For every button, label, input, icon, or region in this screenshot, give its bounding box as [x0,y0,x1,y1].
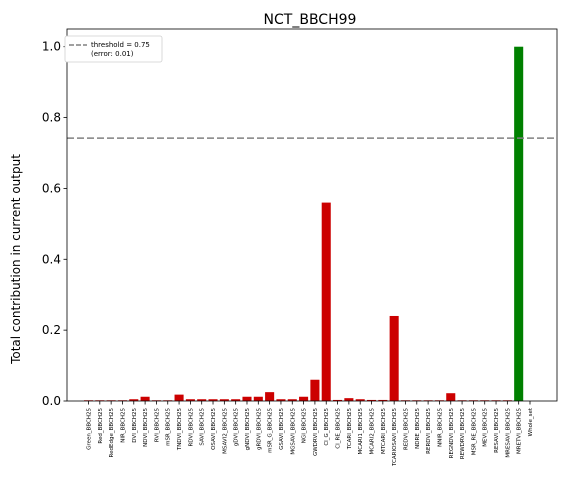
x-tick-label: GWDRVI_BBCH25 [313,408,319,457]
x-tick-label: MRESAVI_BBCH25 [505,408,511,458]
bar [514,46,524,402]
y-axis: 0.0 0.2 0.4 0.6 0.8 1.0 [42,40,67,408]
x-tick-label: REGNDVI_BBCH25 [449,408,455,459]
x-tick-label: OSAVI_BBCH25 [211,408,217,450]
bar [174,394,184,401]
x-tick-label: TCARIOSAVI_BBCH25 [392,408,398,467]
x-tick-label: NDRE_BBCH25 [415,408,421,449]
x-tick-label: mSR_G_BBCH25 [268,408,274,453]
bar [366,399,377,401]
bar [378,399,388,401]
x-tick-label: MGSAVI_BBCH25 [290,408,296,455]
x-tick-label: MSR_RE_BBCH25 [471,408,477,456]
x-tick-label: NIR_BBCH25 [120,408,126,443]
bar [310,379,320,401]
x-tick-label: RERDVI_BBCH25 [426,408,432,454]
x-tick-label: MCARI1_BBCH25 [358,408,364,455]
bar [242,396,252,401]
x-axis: Green_BBCH25 Red_BBCH25 RedEdge_BBCH25 NIR_… [87,401,534,467]
x-tick-label: NNIR_BBCH25 [437,408,443,447]
x-tick-label: NDVI_BBCH25 [143,408,149,447]
bar [287,399,297,401]
x-tick-label: RESAVI_BBCH25 [494,407,500,452]
legend: threshold = 0.75 (error: 0.01) [64,35,163,63]
x-tick-label: RedEdge_BBCH25 [109,408,115,458]
x-tick-label: Whole_set [528,407,534,436]
x-tick-label: MSAVI2_BBCH25 [222,408,228,454]
x-tick-label: CI_G_BBCH25 [324,408,330,446]
bar [355,399,365,401]
y-tick-label: 1.0 [42,40,61,54]
bar [219,399,229,401]
x-tick-label: mSR_BBCH25 [166,408,172,446]
bar [276,399,286,401]
x-tick-label: RVI_BBCH25 [154,408,160,443]
y-tick-label: 0.0 [42,394,61,408]
legend-threshold-label: threshold = 0.75 [91,41,150,49]
y-tick-label: 0.4 [42,252,61,266]
y-tick-label: 0.2 [42,323,61,337]
bar [299,396,309,401]
legend-box [64,35,163,63]
bar [446,393,456,401]
y-tick-label: 0.6 [42,181,61,195]
bar [321,202,331,401]
y-tick-label: 0.8 [42,111,61,125]
x-tick-label: MTCARI_BBCH25 [381,408,387,455]
x-tick-label: gRDVI_BBCH25 [256,408,262,451]
x-tick-label: TNDVI_BBCH25 [177,408,183,452]
x-tick-label: gDVI_BBCH25 [234,408,240,447]
x-tick-label: SAVI_BBCH25 [200,408,206,446]
x-tick-label: MRETVI_BBCH25 [517,408,523,454]
x-tick-label: NGI_BBCH25 [302,408,308,444]
x-tick-label: REWDRVI_BBCH25 [460,408,466,460]
x-tick-label: Red_BBCH25 [98,408,104,444]
bars-layer [83,46,524,402]
x-tick-label: RDVI_BBCH25 [188,408,194,447]
x-tick-label: Green_BBCH25 [87,408,93,450]
x-tick-label: gNDVI_BBCH25 [245,408,251,451]
chart-title: NCT_BBCH99 [264,12,357,28]
bar [253,396,263,401]
bar [129,399,139,401]
bar [265,392,275,401]
x-tick-label: MEVI_BBCH25 [483,408,489,447]
legend-error-label: (error: 0.01) [91,50,134,58]
plot-frame [66,28,558,402]
bar [197,399,207,401]
x-tick-label: REDVI_BBCH25 [403,408,409,450]
bar [231,399,241,401]
bar [185,399,195,401]
x-tick-label: CI_RE_BBCH25 [336,408,342,449]
x-tick-label: DVI_BBCH25 [132,408,138,443]
bar [140,396,150,401]
bar [344,398,354,401]
x-tick-label: GSAVI_BBCH25 [279,408,285,450]
bar [208,399,218,401]
x-tick-label: MCARI2_BBCH25 [370,408,376,455]
bar [333,399,343,401]
x-tick-label: TCARI_BBCH25 [347,408,353,451]
y-axis-label: Total contribution in current output [9,154,23,365]
bar [389,315,399,401]
